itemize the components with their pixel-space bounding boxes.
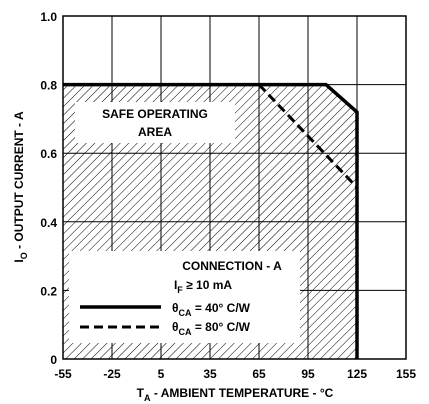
x-tick-label: 95 bbox=[301, 367, 315, 381]
x-tick-label: 65 bbox=[252, 367, 266, 381]
y-tick-label: 1.0 bbox=[40, 10, 57, 24]
plot-frame bbox=[62, 15, 407, 360]
x-tick-label: -55 bbox=[54, 367, 72, 381]
safe-area-label-box bbox=[75, 102, 235, 143]
safe-area-label-line1: SAFE OPERATING bbox=[102, 107, 208, 121]
x-axis-title: TA - AMBIENT TEMPERATURE - °C bbox=[137, 386, 334, 403]
x-tick-label: -25 bbox=[103, 367, 121, 381]
x-tick-label: 155 bbox=[396, 367, 416, 381]
legend-box bbox=[69, 251, 300, 343]
x-tick-label: 35 bbox=[203, 367, 217, 381]
connection-label: CONNECTION - A bbox=[182, 259, 282, 273]
safe-area-label-line2: AREA bbox=[138, 125, 172, 139]
series bbox=[63, 82, 359, 359]
series-line-theta-80 bbox=[257, 83, 359, 189]
x-tick-label: 125 bbox=[347, 367, 367, 381]
y-tick-label: 0.8 bbox=[40, 79, 57, 93]
y-tick-label: 0.6 bbox=[40, 147, 57, 161]
y-tick-label: 0 bbox=[50, 353, 57, 367]
y-tick-label: 0.4 bbox=[40, 216, 57, 230]
x-tick-label: 5 bbox=[158, 367, 165, 381]
y-tick-label: 0.2 bbox=[40, 284, 57, 298]
series-line-theta-40 bbox=[63, 82, 359, 359]
y-axis-title: IO - OUTPUT CURRENT - A bbox=[12, 111, 29, 263]
legend-entry-40: θCA = 40° C/W bbox=[172, 301, 251, 318]
axis-ticks: -55 -25 5 35 65 95 125 155 0 0.2 0.4 0.6 0.8 1.0 bbox=[40, 10, 416, 381]
legend-entry-80: θCA = 80° C/W bbox=[172, 320, 251, 337]
if-condition-label: IF ≥ 10 mA bbox=[174, 278, 232, 295]
